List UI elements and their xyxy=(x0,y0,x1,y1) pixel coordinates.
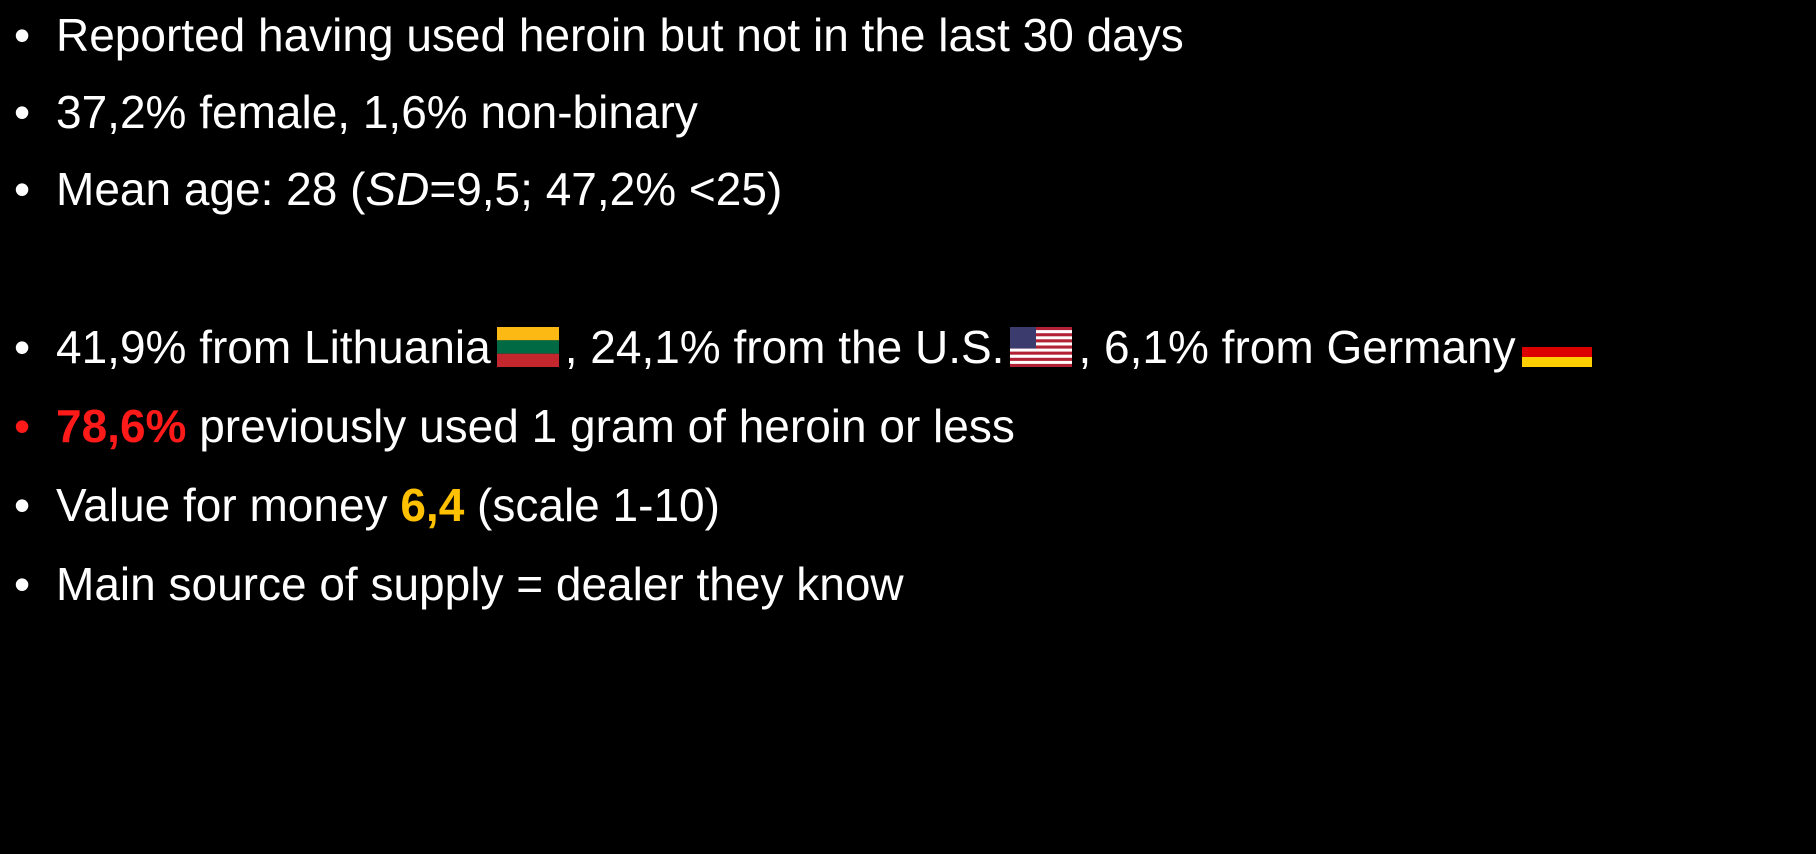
text: previously used 1 gram of heroin or less xyxy=(186,400,1015,452)
bullet-text: 37,2% female, 1,6% non-binary xyxy=(56,86,698,138)
bullet: • Value for money 6,4 (scale 1-10) xyxy=(0,467,720,544)
bullet: • 41,9% from Lithuania , 24,1% from the U… xyxy=(0,309,1592,386)
flag-us xyxy=(1010,327,1073,367)
slide: • Reported having used heroin but not in… xyxy=(0,0,1592,610)
bullet: • Main source of supply = dealer they kn… xyxy=(0,546,904,623)
text: , 24,1% from the U.S. xyxy=(564,321,1005,373)
bullet: • 37,2% female, 1,6% non-binary xyxy=(0,74,698,151)
text: Mean age: 28 ( xyxy=(56,163,366,215)
text: =9,5; 47,2% <25) xyxy=(429,163,783,215)
bullet-text: 78,6% previously used 1 gram of heroin o… xyxy=(56,388,1015,465)
bullet-dot: • xyxy=(14,400,31,452)
text: , 6,1% from Germany xyxy=(1078,321,1516,373)
bullet-dot: • xyxy=(14,479,31,531)
highlight-text: 6,4 xyxy=(400,479,465,531)
bullet-text: Value for money 6,4 (scale 1-10) xyxy=(56,467,720,544)
flag-germany xyxy=(1521,337,1592,367)
bullet: • Mean age: 28 (SD=9,5; 47,2% <25) xyxy=(0,151,782,228)
bullet-text: Mean age: 28 (SD=9,5; 47,2% <25) xyxy=(56,151,782,228)
bullet-dot: • xyxy=(14,9,31,61)
bullet: • 78,6% previously used 1 gram of heroin… xyxy=(0,388,1015,465)
bullet-text: 41,9% from Lithuania , 24,1% from the U.S… xyxy=(56,309,1598,386)
text: Value for money xyxy=(56,479,401,531)
text: (scale 1-10) xyxy=(464,479,720,531)
italic-text: SD xyxy=(365,163,430,215)
bullet-dot: • xyxy=(14,86,31,138)
flag-lithuania xyxy=(496,327,559,367)
bullet-dot: • xyxy=(14,163,31,215)
text: 41,9% from Lithuania xyxy=(56,321,491,373)
highlight-text: 78,6% xyxy=(56,400,187,452)
bullet: • Reported having used heroin but not in… xyxy=(0,0,1184,74)
bullet-text: Main source of supply = dealer they know xyxy=(56,558,904,610)
bullet-dot: • xyxy=(14,321,31,373)
bullet-dot: • xyxy=(14,558,31,610)
bullet-text: Reported having used heroin but not in t… xyxy=(56,9,1184,61)
